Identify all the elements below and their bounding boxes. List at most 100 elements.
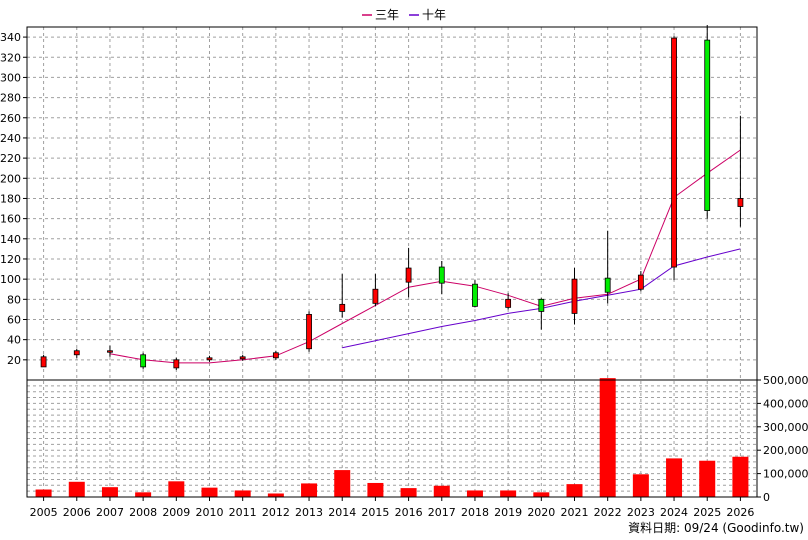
candle-body [637, 274, 644, 290]
year-tick-label: 2017 [428, 506, 456, 519]
year-tick-label: 2025 [693, 506, 721, 519]
price-tick-label: 80 [7, 293, 21, 306]
volume-bar [566, 484, 583, 497]
candle-body [173, 359, 180, 369]
volume-bar [699, 460, 716, 497]
candle-body [671, 37, 677, 268]
price-tick-label: 20 [7, 354, 21, 367]
volume-tick-label: 100,000 [763, 468, 808, 481]
volume-bar [433, 485, 450, 497]
price-tick-label: 260 [0, 112, 21, 125]
volume-bars [35, 378, 749, 497]
volume-bar [267, 493, 284, 497]
ma3-line [109, 149, 741, 364]
price-tick-label: 200 [0, 172, 21, 185]
candle-body [40, 356, 47, 368]
year-tick-label: 2007 [96, 506, 124, 519]
moving-average-lines [109, 149, 741, 364]
price-axis: 20 40 60 80 100 120 140 160 180 200 220 240 260 280 30… [0, 31, 27, 367]
volume-bar [201, 487, 218, 497]
candle-body [438, 266, 445, 284]
volume-tick-label: 200,000 [763, 444, 808, 457]
volume-bar [599, 378, 616, 497]
price-tick-label: 120 [0, 253, 21, 266]
price-tick-label: 40 [7, 334, 21, 347]
candle-body [405, 267, 412, 283]
price-tick-label: 160 [0, 213, 21, 226]
year-tick-label: 2010 [196, 506, 224, 519]
legend-ma3-label: 三年 [375, 8, 399, 22]
volume-bar [732, 456, 749, 497]
candle-body [73, 350, 80, 356]
year-tick-label: 2016 [395, 506, 423, 519]
year-tick-label: 2006 [63, 506, 91, 519]
year-tick-label: 2022 [594, 506, 622, 519]
volume-axis: 0 100,000 200,000 300,000 400,000 500,000 [757, 374, 808, 504]
volume-bar [101, 487, 118, 497]
legend-ma10-label: 十年 [422, 8, 446, 22]
volume-tick-label: 400,000 [763, 397, 808, 410]
volume-bar [168, 481, 185, 497]
footer-source: 資料日期: 09/24 (Goodinfo.tw) [628, 521, 804, 535]
volume-bar [135, 492, 152, 497]
volume-bar [367, 482, 384, 497]
price-tick-label: 320 [0, 51, 21, 64]
plot-frame [26, 26, 758, 498]
candle-body [571, 278, 578, 314]
year-tick-label: 2026 [726, 506, 754, 519]
year-tick-label: 2009 [162, 506, 190, 519]
year-axis: 2005 2006 2007 2008 2009 2010 2011 2012 2013 2014… [30, 497, 754, 519]
candle-body [604, 277, 611, 293]
volume-bar [301, 483, 318, 497]
year-tick-label: 2013 [295, 506, 323, 519]
volume-bar [466, 490, 483, 497]
volume-tick-label: 300,000 [763, 421, 808, 434]
year-tick-label: 2011 [229, 506, 257, 519]
volume-bar [500, 490, 517, 497]
candle-body [472, 283, 478, 307]
candle-body [140, 354, 147, 368]
volume-bar [400, 488, 417, 497]
price-tick-label: 280 [0, 92, 21, 105]
candle-body [306, 314, 312, 350]
year-tick-label: 2019 [494, 506, 522, 519]
price-tick-label: 100 [0, 273, 21, 286]
year-tick-label: 2020 [527, 506, 555, 519]
candle-body [239, 356, 246, 360]
volume-tick-label: 0 [763, 491, 770, 504]
price-tick-label: 340 [0, 31, 21, 44]
year-tick-label: 2018 [461, 506, 489, 519]
candle-body [339, 303, 346, 312]
year-tick-label: 2021 [561, 506, 589, 519]
candle-body [704, 39, 711, 211]
price-tick-label: 300 [0, 71, 21, 84]
volume-tick-label: 500,000 [763, 374, 808, 387]
price-tick-label: 240 [0, 132, 21, 145]
year-tick-label: 2015 [361, 506, 389, 519]
price-tick-label: 220 [0, 152, 21, 165]
year-tick-label: 2012 [262, 506, 290, 519]
year-tick-label: 2005 [30, 506, 58, 519]
candle-body [272, 352, 279, 359]
volume-bar [234, 490, 251, 497]
candle-body [107, 350, 113, 353]
candle-body [737, 198, 744, 207]
candle-body [372, 288, 379, 304]
price-tick-label: 180 [0, 192, 21, 205]
volume-bar [666, 458, 683, 497]
legend: 三年 十年 [362, 8, 446, 22]
volume-bar [533, 492, 550, 497]
candle-body [505, 298, 512, 308]
year-tick-label: 2014 [328, 506, 356, 519]
candlesticks [40, 24, 744, 370]
plot-border [26, 26, 758, 498]
volume-bar [334, 470, 351, 497]
candle-body [538, 298, 545, 312]
year-tick-label: 2008 [129, 506, 157, 519]
price-tick-label: 140 [0, 233, 21, 246]
year-tick-label: 2024 [660, 506, 688, 519]
price-tick-label: 60 [7, 313, 21, 326]
volume-bar [35, 489, 52, 497]
volume-bar [68, 481, 85, 497]
